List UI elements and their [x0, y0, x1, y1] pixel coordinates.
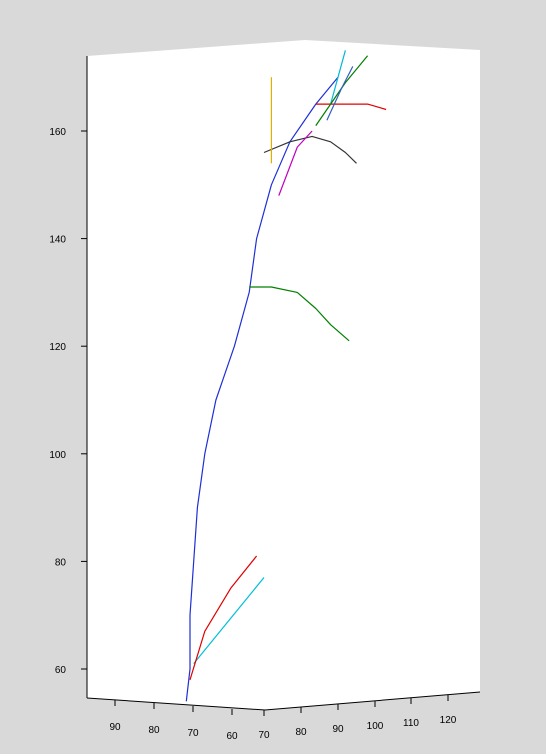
- x-left-tick-label: 60: [226, 731, 238, 742]
- z-tick-label: 60: [55, 665, 67, 676]
- series-line-4: [249, 286, 350, 342]
- series-line-6: [315, 103, 387, 111]
- series-line-1: [185, 76, 339, 702]
- z-tick-label: 140: [49, 235, 66, 246]
- series-line-11: [326, 66, 354, 121]
- x-left-tick-label: 90: [109, 722, 121, 733]
- x-left-tick-label: 70: [187, 728, 199, 739]
- series-line-3: [189, 555, 258, 680]
- x-right-tick-label: 100: [367, 721, 384, 732]
- x-right-tick-label: 110: [403, 718, 419, 729]
- x-axis-right-ticks: 70 80 90 100 110 120: [258, 695, 457, 741]
- z-tick-label: 120: [49, 342, 66, 353]
- z-axis-ticks: 60 80 100 120 140 160: [49, 127, 87, 676]
- z-tick-label: 160: [49, 127, 66, 138]
- series-line-8: [278, 130, 313, 196]
- z-tick-label: 100: [49, 450, 66, 461]
- z-tick-label: 80: [55, 557, 67, 568]
- series-line-10: [315, 55, 369, 126]
- series-line-2: [193, 577, 265, 664]
- x-right-tick-label: 70: [258, 730, 270, 741]
- plot-panel: [87, 40, 480, 710]
- series-layer: [185, 50, 387, 702]
- floor-axis-line: [86, 691, 481, 711]
- x-right-tick-label: 90: [332, 724, 344, 735]
- x-left-tick-label: 80: [148, 725, 160, 736]
- x-right-tick-label: 80: [295, 727, 307, 738]
- x-right-tick-label: 120: [440, 715, 457, 726]
- x-axis-left-ticks: 90 80 70 60: [109, 700, 238, 742]
- series-line-5: [263, 135, 357, 164]
- series-line-9: [330, 50, 346, 105]
